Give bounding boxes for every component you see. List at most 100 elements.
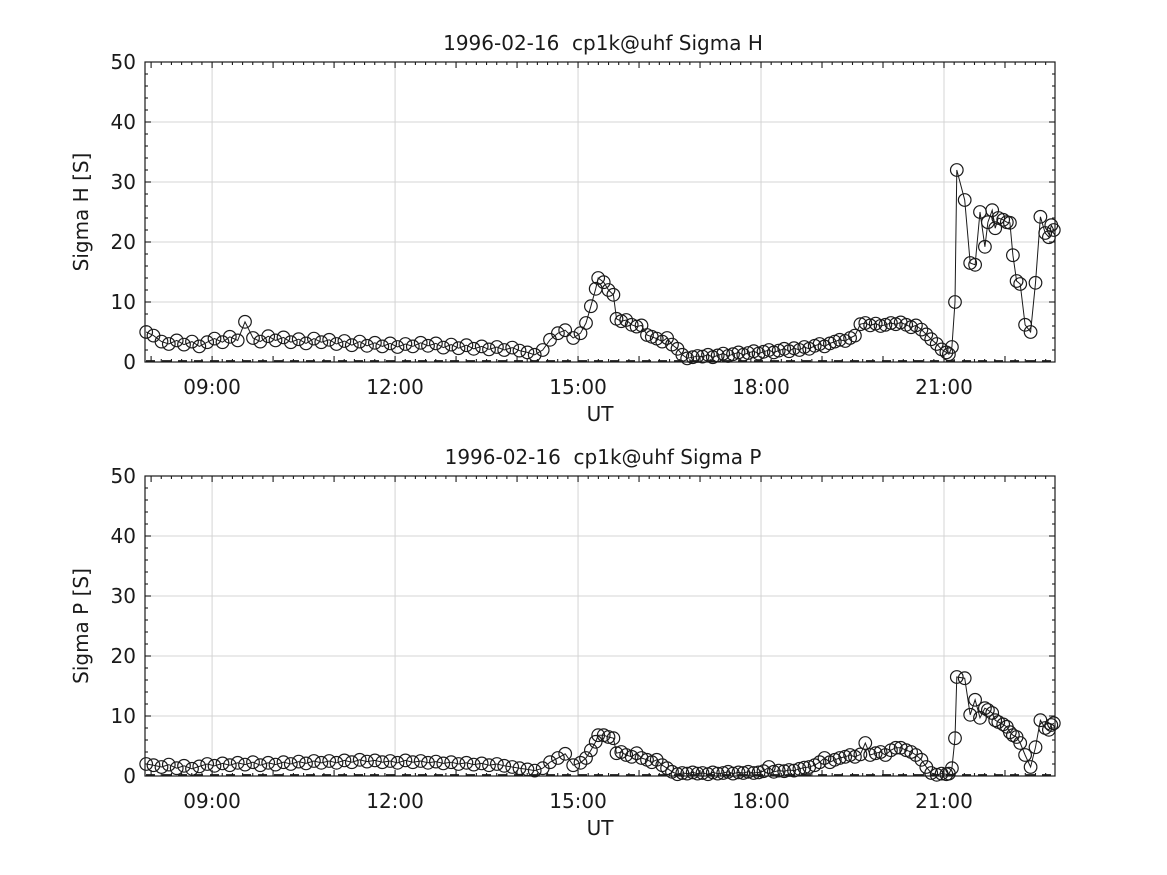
data-marker — [512, 343, 527, 358]
data-marker — [177, 337, 191, 352]
data-marker — [771, 343, 786, 358]
data-marker — [436, 340, 451, 355]
data-marker — [573, 755, 588, 770]
data-marker — [978, 701, 992, 716]
data-marker — [276, 330, 291, 345]
data-marker — [741, 346, 756, 360]
x-axis-label-sigma-h: UT — [587, 402, 615, 426]
data-marker — [606, 287, 621, 302]
data-marker — [1046, 223, 1061, 237]
y-tick-label: 40 — [111, 524, 136, 548]
data-marker — [1028, 275, 1043, 290]
data-marker — [161, 337, 176, 351]
y-tick-label: 0 — [123, 350, 136, 374]
data-marker — [710, 766, 725, 781]
data-marker — [490, 757, 504, 771]
data-marker — [222, 758, 237, 773]
data-marker — [329, 755, 344, 770]
data-marker — [421, 755, 435, 770]
data-marker — [878, 748, 893, 762]
data-marker — [490, 340, 504, 354]
x-tick-label: 12:00 — [366, 789, 424, 813]
data-marker — [609, 746, 624, 761]
data-marker — [929, 337, 944, 351]
data-marker — [169, 333, 184, 348]
data-marker — [1023, 760, 1038, 774]
data-marker — [543, 755, 557, 770]
data-marker — [629, 319, 644, 334]
data-marker — [268, 333, 283, 348]
data-marker — [873, 319, 888, 333]
data-marker — [169, 761, 184, 776]
data-marker — [868, 746, 883, 761]
data-marker — [474, 756, 489, 771]
data-marker — [726, 766, 740, 781]
data-marker — [853, 747, 868, 762]
data-marker — [314, 335, 329, 350]
x-tick-label: 18:00 — [732, 789, 790, 813]
x-tick-label: 15:00 — [549, 789, 607, 813]
data-marker — [596, 275, 611, 290]
data-marker — [398, 337, 413, 351]
data-marker — [482, 342, 496, 357]
data-marker — [968, 257, 982, 272]
y-tick-label: 10 — [111, 704, 136, 728]
data-marker — [505, 340, 520, 355]
y-tick-label: 40 — [111, 110, 136, 134]
data-marker — [787, 341, 801, 356]
x-axis-label-sigma-p: UT — [587, 816, 615, 840]
data-marker — [591, 728, 606, 743]
data-marker — [444, 337, 459, 352]
data-marker — [888, 740, 903, 755]
data-marker — [792, 761, 807, 776]
data-marker — [185, 334, 199, 349]
data-marker — [429, 754, 443, 769]
data-marker — [919, 327, 934, 342]
data-marker — [329, 337, 344, 351]
data-marker — [731, 765, 746, 780]
data-marker — [390, 755, 405, 770]
data-marker — [797, 760, 812, 775]
y-tick-label: 0 — [123, 764, 136, 788]
data-marker — [154, 334, 169, 349]
series-markers-sigma_h — [139, 163, 1061, 366]
data-marker — [337, 753, 352, 768]
data-marker — [812, 755, 827, 770]
data-marker — [200, 757, 215, 771]
data-marker — [968, 692, 982, 707]
data-marker — [1033, 209, 1048, 224]
data-marker — [988, 221, 1003, 236]
gridlines — [145, 476, 1055, 776]
x-tick-label: 09:00 — [183, 789, 241, 813]
data-marker — [344, 755, 359, 770]
data-marker — [675, 766, 690, 780]
data-marker — [459, 338, 474, 353]
data-marker — [352, 752, 367, 767]
x-tick-label: 15:00 — [549, 375, 607, 399]
data-marker — [429, 336, 443, 351]
axis-ticks — [145, 62, 1055, 362]
data-marker — [863, 748, 878, 762]
data-marker — [192, 339, 207, 354]
data-marker — [177, 758, 191, 773]
data-marker — [695, 766, 710, 780]
chart-title-sigma-p: 1996-02-16 cp1k@uhf Sigma P — [445, 445, 762, 469]
data-marker — [383, 754, 398, 768]
data-marker — [566, 758, 581, 773]
data-marker — [766, 764, 781, 779]
data-marker — [551, 326, 565, 341]
data-marker — [566, 331, 581, 345]
y-tick-label: 30 — [111, 584, 136, 608]
data-marker — [268, 757, 283, 772]
data-marker — [436, 756, 451, 771]
data-marker — [1013, 277, 1028, 291]
data-marker — [690, 766, 705, 781]
data-marker — [307, 754, 321, 768]
data-marker — [787, 763, 801, 778]
data-marker — [1028, 740, 1043, 755]
axes-box — [144, 475, 1056, 777]
data-marker — [474, 339, 489, 354]
data-marker — [584, 299, 598, 314]
data-marker — [505, 760, 520, 774]
